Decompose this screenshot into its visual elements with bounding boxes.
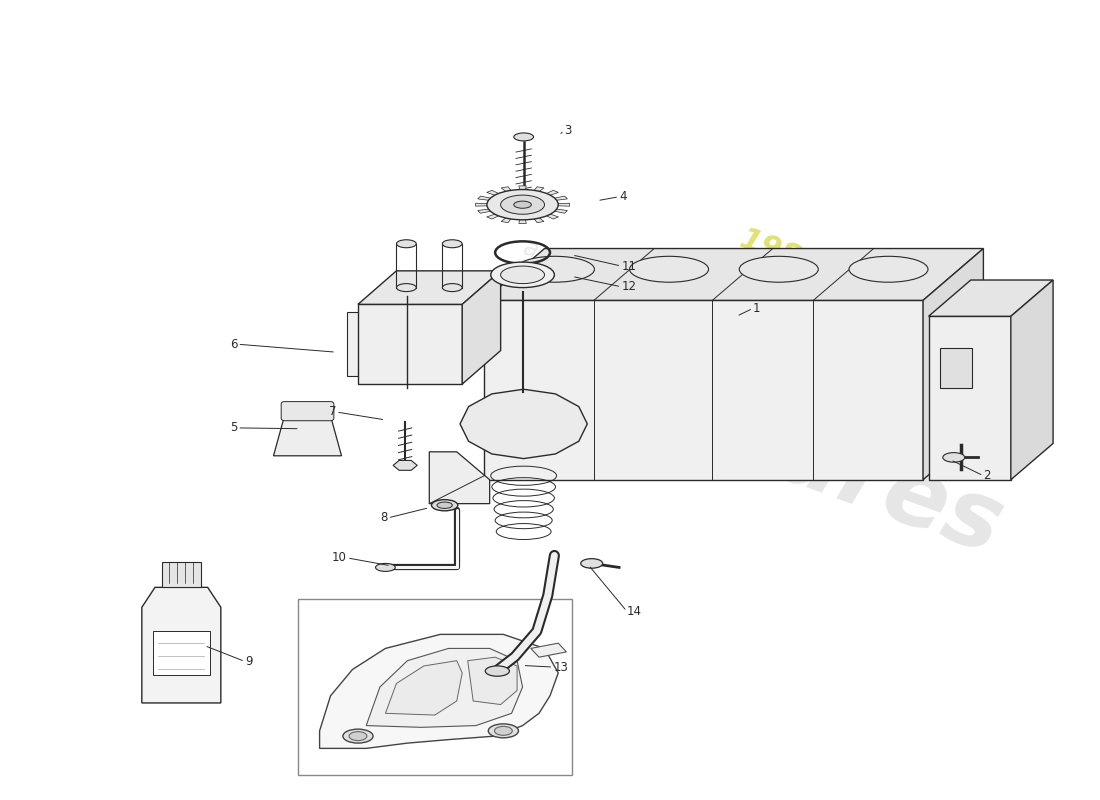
Text: 4: 4 bbox=[619, 190, 627, 203]
Polygon shape bbox=[475, 203, 487, 206]
Polygon shape bbox=[486, 214, 499, 219]
Text: 6: 6 bbox=[230, 338, 238, 350]
Ellipse shape bbox=[437, 502, 452, 509]
Ellipse shape bbox=[442, 240, 462, 248]
Ellipse shape bbox=[343, 729, 373, 743]
Ellipse shape bbox=[484, 402, 563, 446]
Text: 11: 11 bbox=[621, 259, 636, 273]
Text: 5: 5 bbox=[230, 422, 238, 434]
Polygon shape bbox=[484, 249, 983, 300]
Ellipse shape bbox=[485, 666, 509, 676]
Text: 3: 3 bbox=[564, 124, 572, 137]
Text: 8: 8 bbox=[381, 511, 387, 525]
Text: 7: 7 bbox=[329, 406, 336, 418]
Bar bbox=[162, 562, 201, 587]
Polygon shape bbox=[477, 209, 492, 214]
Polygon shape bbox=[484, 300, 923, 480]
Polygon shape bbox=[928, 316, 1011, 480]
Ellipse shape bbox=[739, 256, 818, 282]
FancyBboxPatch shape bbox=[282, 402, 333, 421]
Polygon shape bbox=[393, 461, 417, 470]
Polygon shape bbox=[142, 587, 221, 703]
Polygon shape bbox=[385, 661, 462, 715]
Ellipse shape bbox=[943, 453, 965, 462]
Polygon shape bbox=[534, 186, 544, 192]
Polygon shape bbox=[546, 190, 559, 195]
Text: 1: 1 bbox=[754, 302, 760, 315]
Text: 2: 2 bbox=[983, 470, 991, 482]
Polygon shape bbox=[274, 416, 341, 456]
Polygon shape bbox=[366, 649, 522, 727]
Polygon shape bbox=[477, 196, 492, 200]
Polygon shape bbox=[558, 203, 570, 206]
Ellipse shape bbox=[500, 266, 544, 284]
Polygon shape bbox=[358, 271, 500, 304]
Ellipse shape bbox=[500, 195, 544, 214]
Polygon shape bbox=[468, 657, 517, 705]
Text: 14: 14 bbox=[627, 605, 641, 618]
Text: 9: 9 bbox=[245, 655, 253, 668]
Polygon shape bbox=[531, 643, 566, 657]
Ellipse shape bbox=[431, 500, 458, 511]
Polygon shape bbox=[486, 190, 499, 195]
Bar bbox=[298, 599, 572, 774]
Bar bbox=[939, 348, 972, 388]
Ellipse shape bbox=[514, 201, 531, 208]
Ellipse shape bbox=[629, 256, 708, 282]
Ellipse shape bbox=[849, 256, 928, 282]
Polygon shape bbox=[554, 196, 568, 200]
Ellipse shape bbox=[495, 726, 513, 735]
Ellipse shape bbox=[581, 558, 603, 568]
Polygon shape bbox=[460, 390, 587, 458]
Ellipse shape bbox=[442, 284, 462, 291]
Ellipse shape bbox=[487, 190, 558, 220]
Polygon shape bbox=[519, 218, 526, 223]
Ellipse shape bbox=[349, 732, 367, 741]
Ellipse shape bbox=[514, 133, 534, 141]
Bar bbox=[153, 631, 210, 675]
Ellipse shape bbox=[396, 284, 416, 291]
Polygon shape bbox=[554, 209, 568, 214]
Polygon shape bbox=[358, 304, 462, 384]
Text: 1985: 1985 bbox=[736, 224, 825, 281]
Ellipse shape bbox=[375, 563, 395, 571]
Polygon shape bbox=[346, 312, 380, 376]
Polygon shape bbox=[534, 217, 544, 222]
Polygon shape bbox=[462, 271, 501, 384]
Polygon shape bbox=[928, 280, 1053, 316]
Text: 13: 13 bbox=[553, 661, 569, 674]
Polygon shape bbox=[502, 186, 512, 192]
Ellipse shape bbox=[491, 262, 554, 287]
Text: euroPares: euroPares bbox=[480, 305, 1015, 575]
Text: a passion for parts since: a passion for parts since bbox=[519, 235, 800, 357]
Polygon shape bbox=[923, 249, 983, 480]
Text: 12: 12 bbox=[621, 280, 636, 294]
Polygon shape bbox=[1011, 280, 1053, 480]
Polygon shape bbox=[320, 634, 558, 748]
Polygon shape bbox=[519, 186, 526, 190]
Text: 10: 10 bbox=[332, 551, 346, 564]
Ellipse shape bbox=[396, 240, 416, 248]
Polygon shape bbox=[502, 217, 512, 222]
Ellipse shape bbox=[488, 724, 518, 738]
Polygon shape bbox=[429, 452, 490, 504]
Polygon shape bbox=[546, 214, 559, 219]
Ellipse shape bbox=[516, 256, 594, 282]
